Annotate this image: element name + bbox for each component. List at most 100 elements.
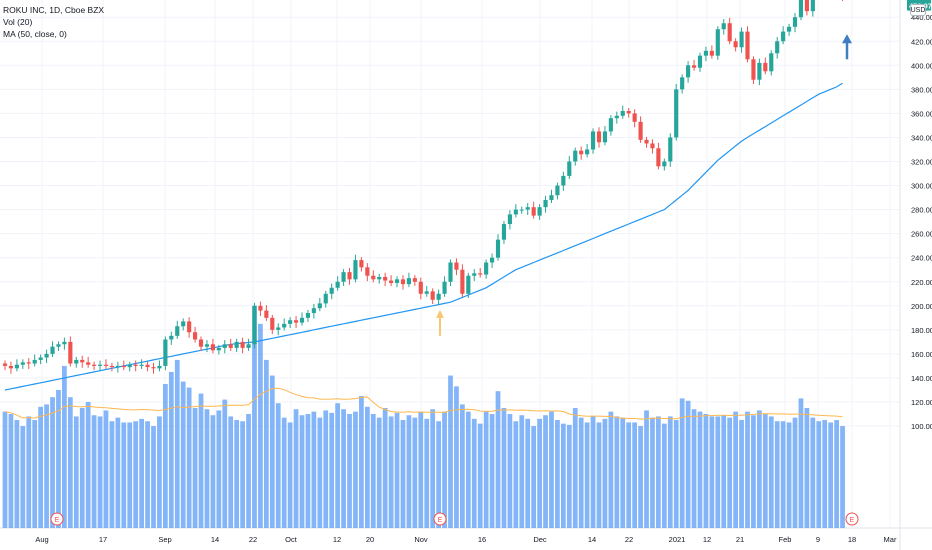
candle	[198, 336, 204, 351]
candle-body	[460, 269, 465, 294]
candle-body	[359, 260, 364, 268]
price-axis[interactable]: 100.00 120.00 140.00 160.00 180.00 200.00 220.…	[893, 0, 932, 431]
volume-bar	[44, 404, 49, 528]
candle-body	[323, 293, 328, 304]
candle	[436, 289, 441, 306]
candle	[490, 253, 495, 268]
candle	[359, 257, 364, 272]
candle	[709, 45, 714, 59]
candle	[733, 38, 738, 52]
candle	[668, 133, 673, 167]
candle-body	[329, 287, 334, 294]
volume-bar	[721, 415, 727, 528]
volume-bar	[32, 420, 38, 528]
price-tick-label: 240.00	[911, 254, 932, 263]
volume-bar	[210, 415, 216, 528]
volume-bar	[507, 414, 513, 528]
candle-body	[727, 23, 732, 42]
volume-bar	[26, 416, 32, 528]
candle	[228, 338, 233, 351]
ma50-path	[4, 82, 843, 391]
candle-body	[317, 303, 322, 309]
candle-body	[139, 364, 144, 366]
volume-bar	[85, 402, 91, 528]
candle	[448, 259, 453, 286]
candle-body	[157, 365, 162, 369]
volume-indicator-label[interactable]: Vol (20)	[3, 17, 33, 27]
candle-body	[311, 308, 316, 314]
candle-body	[686, 65, 691, 78]
candle	[501, 221, 507, 244]
candle-body	[567, 161, 572, 176]
symbol-label[interactable]: ROKU INC, 1D, Cboe BZX	[3, 5, 105, 15]
candle	[163, 336, 168, 371]
candle	[323, 290, 328, 308]
earnings-marker-circle	[845, 512, 859, 526]
currency-button[interactable]: USD	[910, 4, 926, 16]
candle-body	[448, 262, 453, 282]
time-tick-label: Mar	[884, 535, 897, 544]
blue-up-arrow-icon	[842, 34, 852, 60]
candle-body	[781, 31, 786, 42]
candle-body	[697, 55, 703, 68]
candle	[181, 318, 186, 331]
candle-body	[757, 62, 762, 80]
candle	[507, 210, 512, 230]
volume-bar	[757, 410, 762, 528]
candle-body	[145, 364, 150, 368]
candle	[293, 316, 299, 329]
candle-body	[495, 239, 501, 258]
candle-body	[763, 62, 768, 72]
volume-bar	[519, 415, 525, 528]
volume-bar	[531, 426, 537, 528]
candle	[757, 58, 762, 86]
candle-body	[733, 41, 738, 48]
ma-indicator-label[interactable]: MA (50, close, 0)	[3, 29, 67, 39]
volume-bar	[91, 415, 97, 528]
volume-bar	[275, 403, 281, 528]
candle	[567, 156, 572, 179]
candle-body	[400, 279, 406, 285]
candle	[792, 12, 798, 33]
candle	[525, 202, 530, 216]
candle-body	[270, 317, 275, 330]
candle-body	[442, 281, 447, 294]
candle	[299, 312, 305, 326]
volume-bar	[430, 409, 436, 528]
candle	[478, 267, 483, 278]
candle	[769, 50, 774, 76]
price-tick-label: 440.00	[911, 13, 932, 22]
volume-bar	[768, 416, 774, 528]
candle-body	[596, 131, 602, 143]
candle-body	[389, 280, 394, 283]
candle	[335, 276, 340, 291]
candle-body	[662, 161, 667, 167]
time-tick-label: 22	[625, 535, 633, 544]
candle	[264, 305, 269, 321]
volume-bar	[733, 411, 738, 528]
candle-body	[525, 207, 530, 210]
volume-bar	[8, 414, 14, 528]
candle	[216, 344, 221, 355]
volume-bar	[50, 397, 55, 528]
candle	[620, 105, 625, 119]
time-axis[interactable]: Aug 17 Sep 14 22 Oct 12 20 Nov 16 Dec 14 22 2021 12 21 F…	[35, 535, 897, 544]
candle	[204, 340, 210, 353]
volume-bar	[192, 408, 198, 528]
candle-body	[721, 23, 726, 30]
candle-body	[656, 148, 661, 167]
volume-bar	[2, 411, 8, 528]
volume-bar	[228, 416, 234, 528]
volume-bar	[364, 406, 370, 528]
candle	[531, 201, 536, 219]
candle	[234, 338, 239, 353]
candle	[454, 258, 459, 276]
volume-bar	[121, 422, 127, 528]
volume-bar	[632, 422, 638, 528]
candle	[2, 360, 8, 371]
volume-bar	[442, 411, 447, 528]
candle	[650, 139, 655, 154]
candle-body	[478, 273, 483, 275]
